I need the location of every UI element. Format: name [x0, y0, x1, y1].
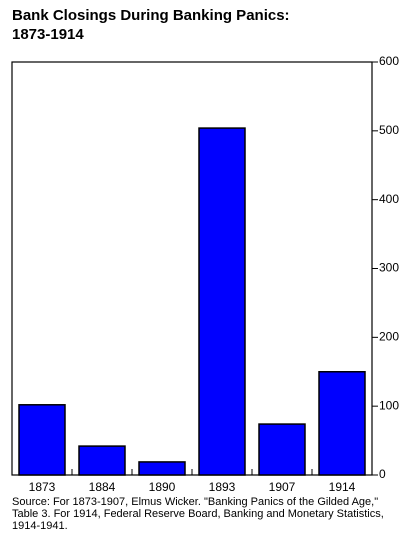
y-tick-label: 200 [379, 330, 399, 344]
bar [138, 461, 186, 476]
x-tick-label: 1907 [269, 480, 296, 494]
plot-frame [11, 61, 373, 476]
x-tick-label: 1890 [149, 480, 176, 494]
x-tick-label: 1873 [29, 480, 56, 494]
chart-title: Bank Closings During Banking Panics: 187… [12, 7, 290, 43]
x-tick-label: 1884 [89, 480, 116, 494]
source-note: Source: For 1873-1907, Elmus Wicker. "Ba… [12, 496, 384, 532]
x-tick-label: 1893 [209, 480, 236, 494]
bar [198, 127, 246, 476]
bar [18, 404, 66, 476]
y-tick-label: 100 [379, 398, 399, 412]
bar [258, 423, 306, 476]
bar [318, 371, 366, 476]
y-tick-label: 500 [379, 123, 399, 137]
bar [78, 445, 126, 476]
y-tick-label: 300 [379, 261, 399, 275]
y-tick-label: 0 [379, 467, 386, 481]
x-tick-label: 1914 [329, 480, 356, 494]
y-tick-label: 600 [379, 54, 399, 68]
y-tick-label: 400 [379, 192, 399, 206]
